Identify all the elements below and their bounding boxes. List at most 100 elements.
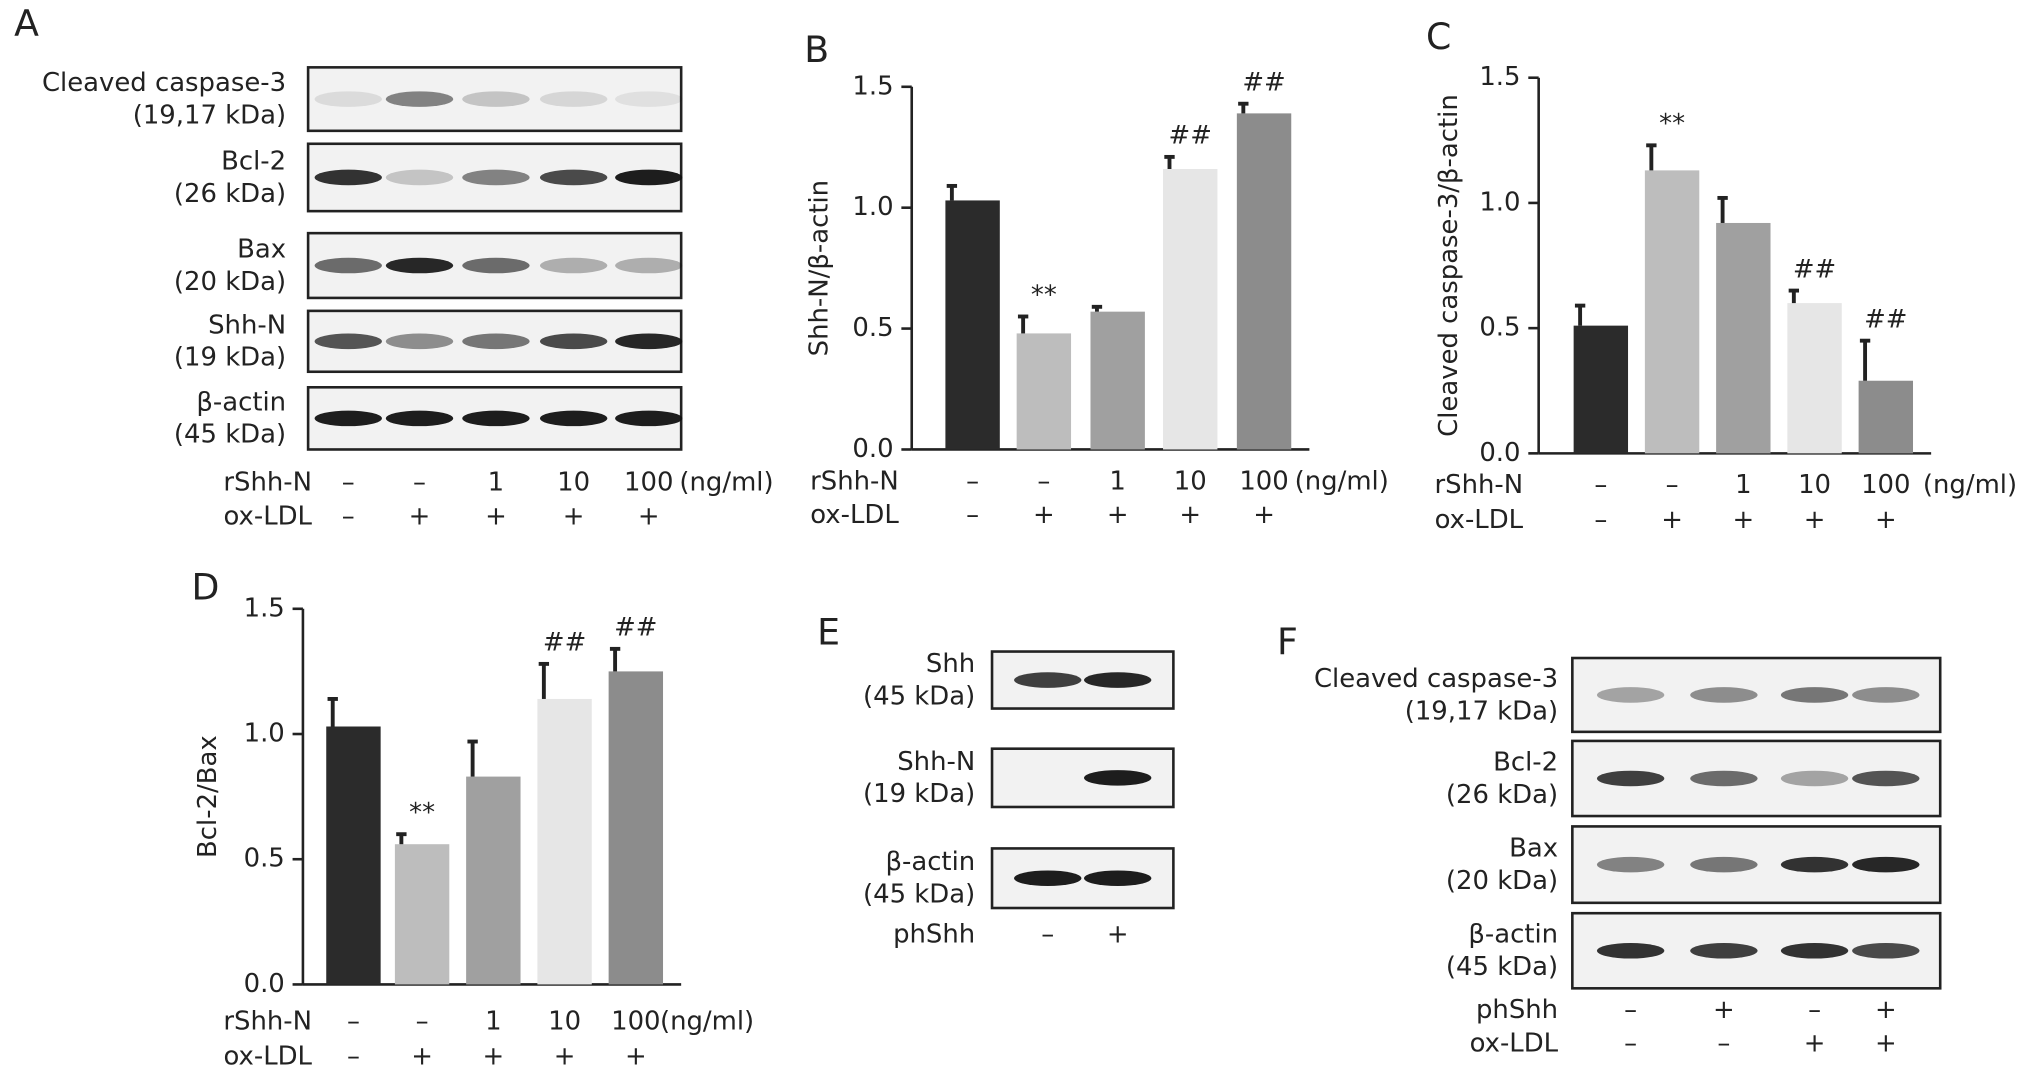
protein-label: Bcl-2 (221, 146, 286, 176)
protein-label: β-actin (196, 387, 286, 417)
annotation: ## (1864, 304, 1907, 334)
blot-band (314, 169, 382, 186)
treatment-name: ox-LDL (223, 1041, 312, 1071)
blot-box (306, 66, 683, 133)
size-label: (20 kDa) (1446, 866, 1558, 896)
y-tick-label: 0.5 (852, 313, 893, 343)
treatment-label: + (1875, 995, 1897, 1025)
blot-band (615, 169, 683, 186)
annotation: ## (1793, 254, 1836, 284)
blot-band (1852, 942, 1920, 959)
treatment-label: – (1594, 470, 1607, 500)
size-label: (45 kDa) (1446, 952, 1558, 982)
treatment-name: rShh-N (223, 1007, 312, 1037)
protein-label: Shh-N (897, 747, 975, 777)
treatment-label: + (1179, 500, 1201, 530)
treatment-label: – (342, 468, 355, 498)
blot-band (1780, 856, 1849, 873)
blot-band (462, 257, 530, 274)
blot-band (314, 410, 382, 427)
treatment-label: + (1107, 920, 1129, 950)
annotation: ## (614, 613, 657, 643)
panel-letter: F (1277, 620, 1298, 663)
annotation: ** (1031, 280, 1057, 310)
blot-band (385, 410, 454, 427)
bar (1090, 311, 1145, 450)
blot-band (615, 257, 683, 274)
annotation: ** (409, 798, 435, 828)
y-tick-label: 0.0 (244, 969, 285, 999)
bar (326, 726, 381, 985)
treatment-label: + (625, 1041, 647, 1071)
blot-band (1084, 770, 1152, 786)
blot-band (1690, 687, 1758, 703)
blot-band (1596, 687, 1665, 703)
blot-band (539, 257, 608, 274)
treatment-name: rShh-N (810, 466, 899, 496)
protein-label: β-actin (885, 847, 975, 877)
panel-letter: E (817, 611, 840, 654)
blot-band (462, 169, 530, 186)
blot-box (1571, 656, 1942, 734)
protein-label: Cleaved caspase-3 (42, 68, 286, 98)
size-label: (19 kDa) (863, 779, 975, 809)
y-axis-label: Cleaved caspase-3/β-actin (1434, 94, 1464, 437)
treatment-label: 100 (1239, 466, 1288, 496)
treatment-name: ox-LDL (223, 501, 312, 531)
treatment-label: + (638, 501, 660, 531)
blot-band (1852, 687, 1920, 703)
blot-band (385, 257, 454, 274)
size-label: (26 kDa) (1446, 780, 1558, 810)
blot-band (1596, 942, 1665, 959)
blot-band (1014, 870, 1082, 886)
panel-letter: B (804, 28, 829, 71)
blot-band (385, 333, 454, 350)
blot-band (1852, 770, 1920, 787)
blot-band (1596, 856, 1665, 873)
treatment-label: + (1875, 1029, 1897, 1059)
treatment-name: phShh (893, 920, 975, 950)
treatment-label: + (1713, 995, 1735, 1025)
treatment-label: + (1732, 505, 1754, 535)
treatment-label: – (347, 1041, 360, 1071)
treatment-unit: (ng/ml) (679, 468, 773, 498)
bar (394, 844, 450, 985)
blot-band (1780, 942, 1849, 959)
treatment-label: + (1033, 500, 1055, 530)
blot-band (1780, 770, 1849, 787)
blot-band (1084, 672, 1152, 688)
blot-band (615, 333, 683, 350)
blot-band (1690, 856, 1758, 873)
treatment-label: + (1253, 500, 1275, 530)
treatment-label: – (1624, 995, 1637, 1025)
treatment-unit: (ng/ml) (1923, 470, 2017, 500)
treatment-label: – (1717, 1029, 1730, 1059)
y-tick-label: 1.0 (1479, 187, 1520, 217)
size-label: (19 kDa) (174, 343, 286, 373)
treatment-label: 10 (1174, 466, 1207, 496)
bar (1787, 303, 1842, 454)
bar (1573, 325, 1629, 454)
treatment-label: + (1875, 505, 1897, 535)
y-tick-label: 0.5 (1479, 313, 1520, 343)
treatment-label: + (1804, 505, 1826, 535)
treatment-label: 1 (485, 1007, 501, 1037)
annotation: ## (1242, 67, 1285, 97)
y-tick-label: 0.5 (244, 844, 285, 874)
bar (1236, 113, 1292, 450)
blot-band (1014, 672, 1082, 688)
treatment-label: 10 (548, 1007, 581, 1037)
treatment-label: – (966, 466, 979, 496)
bar (1716, 222, 1771, 454)
treatment-label: – (1041, 920, 1054, 950)
size-label: (45 kDa) (863, 880, 975, 910)
y-tick-label: 1.5 (1479, 62, 1520, 92)
treatment-label: – (347, 1007, 360, 1037)
y-tick-label: 0.0 (852, 434, 893, 464)
treatment-label: 100 (624, 468, 673, 498)
treatment-label: + (409, 501, 431, 531)
y-tick-label: 1.5 (852, 71, 893, 101)
treatment-name: rShh-N (223, 468, 312, 498)
treatment-label: – (342, 501, 355, 531)
